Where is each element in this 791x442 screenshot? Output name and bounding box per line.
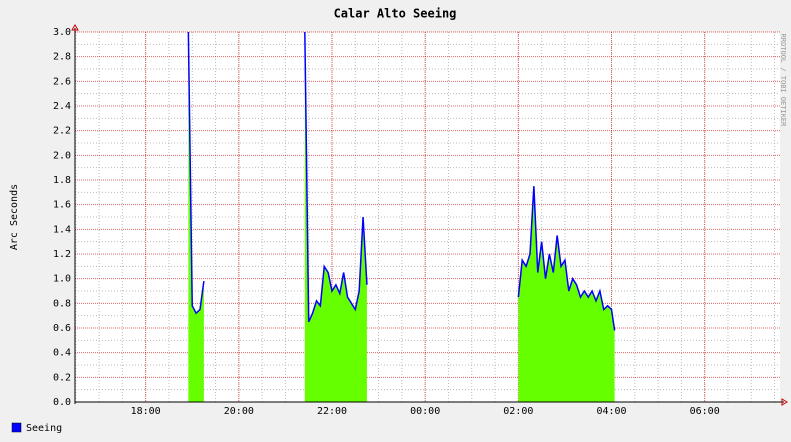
y-tick-label: 2.2	[53, 126, 71, 137]
watermark: RRDTOOL / TOBI OETIKER	[779, 34, 787, 128]
legend-swatch	[11, 422, 22, 433]
y-axis-label: Arc Seconds	[9, 184, 20, 250]
y-tick-label: 0.8	[53, 298, 71, 309]
x-arrow	[781, 398, 788, 406]
y-tick-label: 0.4	[53, 348, 71, 359]
x-tick-label: 06:00	[690, 406, 720, 417]
y-tick-label: 1.6	[53, 200, 71, 211]
area	[188, 32, 615, 402]
y-tick-label: 1.8	[53, 175, 71, 186]
y-tick-label: 2.6	[53, 76, 71, 87]
y-tick-label: 1.4	[53, 224, 71, 235]
line	[187, 31, 616, 331]
y-tick-label: 1.2	[53, 249, 71, 260]
y-tick-label: 2.8	[53, 52, 71, 63]
x-tick-label: 02:00	[503, 406, 533, 417]
legend-label: Seeing	[26, 423, 62, 434]
x-tick-label: 20:00	[224, 406, 254, 417]
x-tick-label: 22:00	[317, 406, 347, 417]
x-tick-label: 04:00	[596, 406, 626, 417]
y-tick-label: 1.0	[53, 274, 71, 285]
y-tick-label: 0.0	[53, 397, 71, 408]
y-tick-label: 0.2	[53, 372, 71, 383]
y-tick-label: 3.0	[53, 27, 71, 38]
y-tick-label: 2.0	[53, 150, 71, 161]
marks	[187, 31, 616, 402]
y-arrow	[71, 24, 79, 31]
y-tick-label: 0.6	[53, 323, 71, 334]
y-tick-label: 2.4	[53, 101, 71, 112]
x-tick-label: 00:00	[410, 406, 440, 417]
chart-title: Calar Alto Seeing	[334, 7, 457, 21]
x-tick-label: 18:00	[131, 406, 161, 417]
axes: 0.0 0.2 0.4 0.6 0.8 1.0 1.2 1.4 1.6 1.8 2.0 2.2 2.4 2…	[53, 24, 788, 417]
